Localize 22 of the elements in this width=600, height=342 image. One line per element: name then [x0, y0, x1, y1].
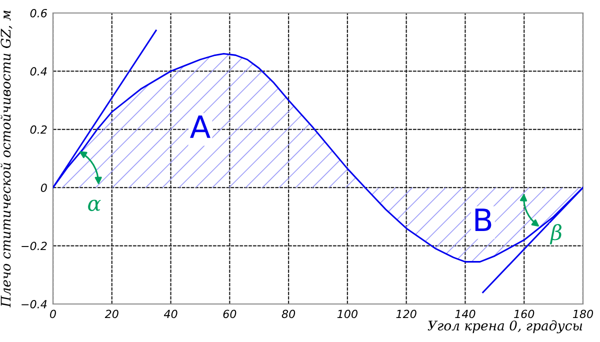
- annotation: B: [475, 208, 492, 231]
- x-tick-label: 140: [455, 310, 476, 318]
- x-tick-label: 80: [282, 310, 296, 318]
- y-tick-label: 0: [40, 184, 47, 192]
- y-tick-label: −0.4: [22, 300, 47, 308]
- x-tick-label: 0: [50, 310, 56, 318]
- x-tick-label: 40: [164, 310, 178, 318]
- y-tick-label: 0.6: [30, 8, 47, 18]
- x-tick-label: 180: [572, 310, 594, 318]
- x-axis-title: Угол крена 0, градусы: [428, 320, 582, 334]
- x-tick-label: 100: [337, 310, 358, 318]
- x-tick-label: 160: [514, 310, 534, 318]
- annotation: β: [550, 224, 562, 244]
- y-axis-title: Плечо ститической остойчивости GZ, м: [0, 10, 12, 308]
- annotation: A: [190, 116, 210, 138]
- y-tick-label: 0.2: [30, 125, 47, 134]
- x-tick-label: 60: [223, 310, 236, 318]
- y-tick-label: −0.2: [22, 242, 47, 250]
- x-tick-label: 20: [104, 310, 118, 318]
- y-tick-label: 0.4: [30, 67, 47, 76]
- x-tick-label: 120: [396, 310, 416, 318]
- annotation: α: [88, 200, 101, 212]
